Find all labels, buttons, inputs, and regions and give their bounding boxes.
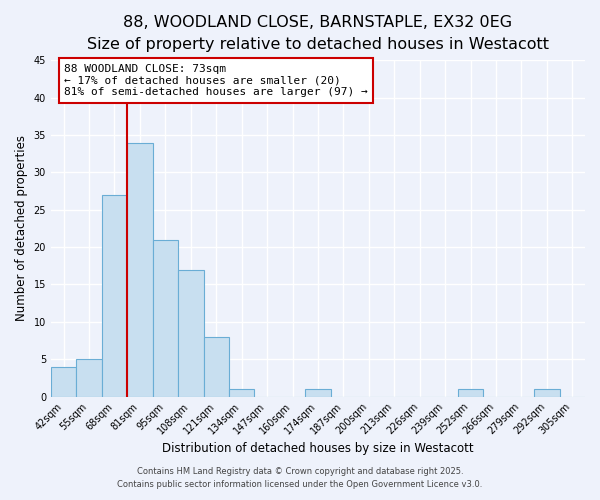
Bar: [203, 337, 229, 396]
Bar: [229, 389, 254, 396]
X-axis label: Distribution of detached houses by size in Westacott: Distribution of detached houses by size …: [162, 442, 474, 455]
Bar: [178, 270, 203, 396]
Y-axis label: Number of detached properties: Number of detached properties: [15, 136, 28, 322]
Bar: [305, 389, 331, 396]
Bar: [76, 359, 102, 397]
Text: Contains HM Land Registry data © Crown copyright and database right 2025.
Contai: Contains HM Land Registry data © Crown c…: [118, 468, 482, 489]
Title: 88, WOODLAND CLOSE, BARNSTAPLE, EX32 0EG
Size of property relative to detached h: 88, WOODLAND CLOSE, BARNSTAPLE, EX32 0EG…: [87, 15, 549, 52]
Bar: [51, 366, 76, 396]
Text: 88 WOODLAND CLOSE: 73sqm
← 17% of detached houses are smaller (20)
81% of semi-d: 88 WOODLAND CLOSE: 73sqm ← 17% of detach…: [64, 64, 368, 97]
Bar: [534, 389, 560, 396]
Bar: [152, 240, 178, 396]
Bar: [127, 142, 152, 396]
Bar: [458, 389, 483, 396]
Bar: [102, 195, 127, 396]
